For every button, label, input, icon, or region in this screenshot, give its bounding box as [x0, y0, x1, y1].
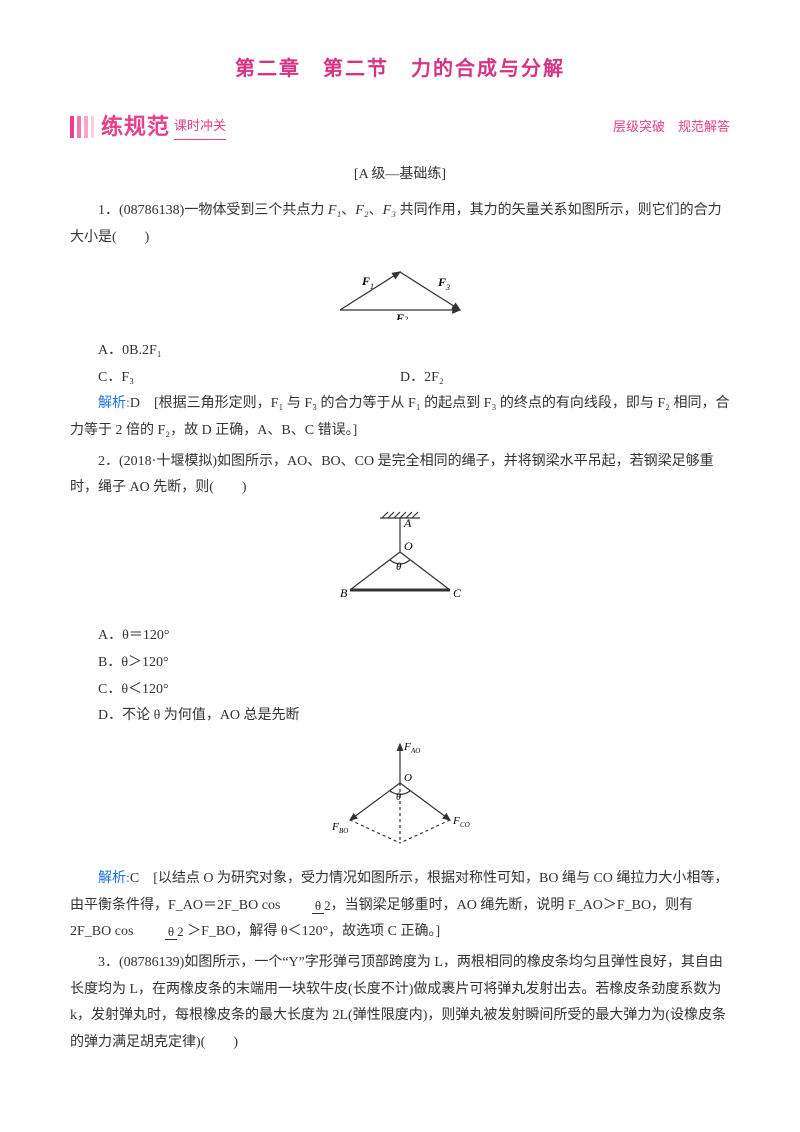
fig-f1-label: F: [361, 274, 370, 288]
q2-figure2: FAO O θ FBO FCO: [70, 738, 730, 859]
fig3-fbo: F: [331, 821, 339, 833]
q1-text: 1．(08786138)一物体受到三个共点力: [98, 203, 328, 218]
q2-answer: 解析:C [以结点 O 为研究对象，受力情况如图所示，根据对称性可知，BO 绳与…: [70, 866, 730, 946]
frac-1: θ2: [284, 899, 331, 913]
q1-opt-d: D．2F₂: [400, 365, 444, 392]
svg-text:BO: BO: [339, 827, 348, 835]
q2-figure1: A O θ B C: [70, 510, 730, 616]
svg-text:AO: AO: [410, 747, 420, 755]
q1-ans-letter: D: [130, 396, 140, 411]
fig2-theta: θ: [396, 561, 402, 573]
fig2-o: O: [404, 539, 413, 553]
q1-sep1: 、: [341, 203, 355, 218]
pink-bars-icon: [70, 116, 97, 138]
q1-f1: F₁: [328, 203, 341, 218]
q1-ans-text: [根据三角形定则，F₁ 与 F₃ 的合力等于从 F₁ 的起点到 F₃ 的终点的有…: [70, 396, 730, 438]
chapter-title: 第二章 第二节 力的合成与分解: [70, 50, 730, 88]
fig2-a: A: [403, 516, 412, 530]
svg-text:3: 3: [445, 283, 450, 292]
q2-opt-a: A．θ＝120°: [70, 623, 730, 650]
q1-f3: F₃: [383, 203, 396, 218]
q2-stem: 2．(2018·十堰模拟)如图所示，AO、BO、CO 是完全相同的绳子，并将钢梁…: [70, 449, 730, 502]
section-name: 练规范: [101, 106, 170, 148]
answer-label: 解析:: [98, 396, 130, 411]
fig3-fao: F: [403, 741, 411, 753]
header-bar: 练规范 课时冲关 层级突破 规范解答: [70, 106, 730, 148]
answer-label-2: 解析:: [98, 871, 130, 886]
fig2-b: B: [340, 586, 348, 600]
level-tag: [A 级—基础练]: [70, 162, 730, 189]
svg-text:CO: CO: [460, 821, 470, 829]
svg-text:2: 2: [404, 315, 408, 320]
q2-opt-c: C．θ＜120°: [70, 677, 730, 704]
section-subtitle: 课时冲关: [174, 114, 226, 141]
q1-sep2: 、: [369, 203, 383, 218]
q1-opt-c: C．F₃: [70, 365, 400, 392]
q1-answer: 解析:D [根据三角形定则，F₁ 与 F₃ 的合力等于从 F₁ 的起点到 F₃ …: [70, 391, 730, 444]
q3-stem: 3．(08786139)如图所示，一个“Y”字形弹弓顶部跨度为 L，两根相同的橡…: [70, 950, 730, 1056]
fig3-o: O: [404, 772, 412, 784]
q2-opt-b: B．θ＞120°: [70, 650, 730, 677]
q2-opt-d: D．不论 θ 为何值，AO 总是先断: [70, 703, 730, 730]
fig3-fco: F: [452, 815, 460, 827]
fig-f3-label: F: [437, 275, 446, 289]
fig3-theta: θ: [396, 792, 401, 803]
frac-2: θ2: [137, 925, 184, 939]
q2-ans-letter: C: [130, 871, 139, 886]
q1-figure: F1 F3 F2: [70, 260, 730, 331]
q1-f2: F₂: [355, 203, 368, 218]
fig2-c: C: [453, 586, 462, 600]
header-right-text: 层级突破 规范解答: [613, 115, 730, 140]
fig-f2-label: F: [395, 311, 404, 320]
q1-stem: 1．(08786138)一物体受到三个共点力 F₁、F₂、F₃ 共同作用，其力的…: [70, 198, 730, 251]
svg-text:1: 1: [370, 282, 374, 291]
q1-opt-a: A．0B.2F₁: [70, 338, 730, 365]
header-left: 练规范 课时冲关: [70, 106, 226, 148]
q2-ans-c: ＞F_BO，解得 θ＜120°，故选项 C 正确。]: [184, 924, 441, 939]
